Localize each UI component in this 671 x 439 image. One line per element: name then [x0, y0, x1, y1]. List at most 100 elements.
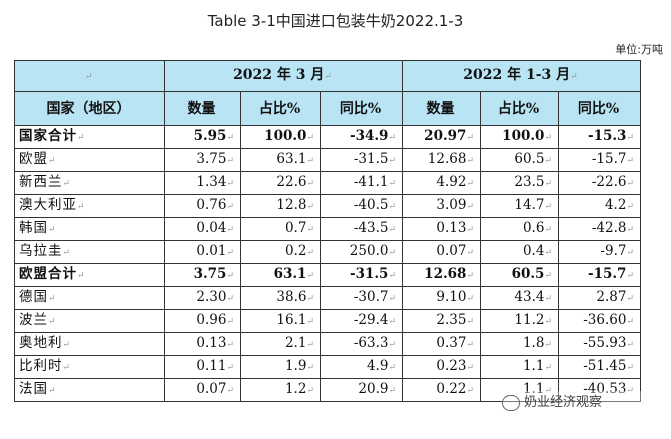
table-row: 乌拉圭↵ 0.01↵ 0.2↵ 250.0↵ 0.07↵ 0.4↵ -9.7↵ — [14, 240, 641, 264]
yoy-cell: 2.87↵ — [558, 286, 641, 310]
header-group-jan-mar: 2022 年 1-3 月↵ — [402, 60, 641, 92]
yoy-cell: -22.6↵ — [558, 171, 641, 195]
yoy-cell: -30.7↵ — [320, 286, 403, 310]
share-cell: 0.4↵ — [480, 240, 559, 264]
qty-cell: 3.09↵ — [402, 194, 481, 218]
share-cell: 2.1↵ — [240, 332, 321, 356]
yoy-cell: -31.5↵ — [320, 148, 403, 172]
header-country: 国家（地区） — [14, 91, 165, 126]
qty-cell: 4.92↵ — [402, 171, 481, 195]
share-cell: 1.9↵ — [240, 355, 321, 379]
country-cell: 新西兰↵ — [14, 171, 165, 195]
yoy-cell: -51.45↵ — [558, 355, 641, 379]
qty-cell: 3.75↵ — [164, 148, 241, 172]
country-cell: 澳大利亚↵ — [14, 194, 165, 218]
header-share: 占比% — [480, 91, 559, 126]
qty-cell: 0.23↵ — [402, 355, 481, 379]
yoy-cell: -34.9↵ — [320, 125, 403, 149]
watermark: 奶业经济观察 — [502, 391, 642, 411]
header-group-march: 2022 年 3 月↵ — [164, 60, 403, 92]
yoy-cell: 250.0↵ — [320, 240, 403, 264]
yoy-cell: 20.9↵ — [320, 378, 403, 402]
table-row: 奥地利↵ 0.13↵ 2.1↵ -63.3↵ 0.37↵ 1.8↵ -55.93↵ — [14, 332, 641, 356]
yoy-cell: -55.93↵ — [558, 332, 641, 356]
qty-cell: 9.10↵ — [402, 286, 481, 310]
table-row: 德国↵ 2.30↵ 38.6↵ -30.7↵ 9.10↵ 43.4↵ 2.87↵ — [14, 286, 641, 310]
share-cell: 63.1↵ — [240, 148, 321, 172]
share-cell: 100.0↵ — [240, 125, 321, 149]
watermark-text: 奶业经济观察 — [524, 395, 603, 410]
yoy-cell: -29.4↵ — [320, 309, 403, 333]
share-cell: 1.1↵ — [480, 355, 559, 379]
yoy-cell: -41.1↵ — [320, 171, 403, 195]
table-row: 比利时↵ 0.11↵ 1.9↵ 4.9↵ 0.23↵ 1.1↵ -51.45↵ — [14, 355, 641, 379]
qty-cell: 0.22↵ — [402, 378, 481, 402]
country-cell: 奥地利↵ — [14, 332, 165, 356]
yoy-cell: 4.2↵ — [558, 194, 641, 218]
table-row: 法国↵ 0.07↵ 1.2↵ 20.9↵ 0.22↵ 1.1↵ -40.53↵ — [14, 378, 641, 402]
yoy-cell: -40.53↵ — [558, 378, 641, 402]
share-cell: 23.5↵ — [480, 171, 559, 195]
qty-cell: 0.96↵ — [164, 309, 241, 333]
import-table: ↵ 2022 年 3 月↵ 2022 年 1-3 月↵ 国家（地区） 数量 占比… — [14, 60, 641, 402]
country-cell: 欧盟合计↵ — [14, 263, 165, 287]
yoy-cell: -31.5↵ — [320, 263, 403, 287]
unit-label: 单位:万吨 — [615, 43, 663, 56]
share-cell: 1.2↵ — [240, 378, 321, 402]
header-share: 占比% — [240, 91, 321, 126]
share-cell: 63.1↵ — [240, 263, 321, 287]
table-row: 澳大利亚↵ 0.76↵ 12.8↵ -40.5↵ 3.09↵ 14.7↵ 4.2↵ — [14, 194, 641, 218]
yoy-cell: -42.8↵ — [558, 217, 641, 241]
header-qty: 数量 — [402, 91, 481, 126]
share-cell: 1.8↵ — [480, 332, 559, 356]
country-cell: 法国↵ — [14, 378, 165, 402]
yoy-cell: -15.7↵ — [558, 263, 641, 287]
share-cell: 0.2↵ — [240, 240, 321, 264]
yoy-cell: 4.9↵ — [320, 355, 403, 379]
header-yoy: 同比% — [558, 91, 641, 126]
header-qty: 数量 — [164, 91, 241, 126]
qty-cell: 0.07↵ — [164, 378, 241, 402]
share-cell: 12.8↵ — [240, 194, 321, 218]
qty-cell: 5.95↵ — [164, 125, 241, 149]
share-cell: 38.6↵ — [240, 286, 321, 310]
yoy-cell: -9.7↵ — [558, 240, 641, 264]
header-corner: ↵ — [14, 60, 165, 92]
share-cell: 60.5↵ — [480, 263, 559, 287]
table-title: Table 3-1中国进口包装牛奶2022.1-3 — [207, 12, 464, 30]
country-cell: 乌拉圭↵ — [14, 240, 165, 264]
qty-cell: 0.76↵ — [164, 194, 241, 218]
share-cell: 14.7↵ — [480, 194, 559, 218]
table-row: 欧盟↵ 3.75↵ 63.1↵ -31.5↵ 12.68↵ 60.5↵ -15.7↵ — [14, 148, 641, 172]
share-cell: 11.2↵ — [480, 309, 559, 333]
yoy-cell: -63.3↵ — [320, 332, 403, 356]
share-cell: 43.4↵ — [480, 286, 559, 310]
country-cell: 比利时↵ — [14, 355, 165, 379]
qty-cell: 12.68↵ — [402, 263, 481, 287]
qty-cell: 0.07↵ — [402, 240, 481, 264]
country-cell: 国家合计↵ — [14, 125, 165, 149]
qty-cell: 2.30↵ — [164, 286, 241, 310]
qty-cell: 0.13↵ — [402, 217, 481, 241]
qty-cell: 12.68↵ — [402, 148, 481, 172]
header-yoy: 同比% — [320, 91, 403, 126]
wechat-icon — [502, 394, 520, 411]
qty-cell: 0.01↵ — [164, 240, 241, 264]
table-row: 新西兰↵ 1.34↵ 22.6↵ -41.1↵ 4.92↵ 23.5↵ -22.6↵ — [14, 171, 641, 195]
share-cell: 0.7↵ — [240, 217, 321, 241]
yoy-cell: -15.7↵ — [558, 148, 641, 172]
qty-cell: 0.04↵ — [164, 217, 241, 241]
qty-cell: 0.37↵ — [402, 332, 481, 356]
share-cell: 0.6↵ — [480, 217, 559, 241]
yoy-cell: -36.60↵ — [558, 309, 641, 333]
qty-cell: 2.35↵ — [402, 309, 481, 333]
yoy-cell: -15.3↵ — [558, 125, 641, 149]
share-cell: 16.1↵ — [240, 309, 321, 333]
country-cell: 德国↵ — [14, 286, 165, 310]
qty-cell: 1.34↵ — [164, 171, 241, 195]
qty-cell: 20.97↵ — [402, 125, 481, 149]
country-cell: 波兰↵ — [14, 309, 165, 333]
qty-cell: 0.11↵ — [164, 355, 241, 379]
share-cell: 60.5↵ — [480, 148, 559, 172]
table-row: 波兰↵ 0.96↵ 16.1↵ -29.4↵ 2.35↵ 11.2↵ -36.60↵ — [14, 309, 641, 333]
